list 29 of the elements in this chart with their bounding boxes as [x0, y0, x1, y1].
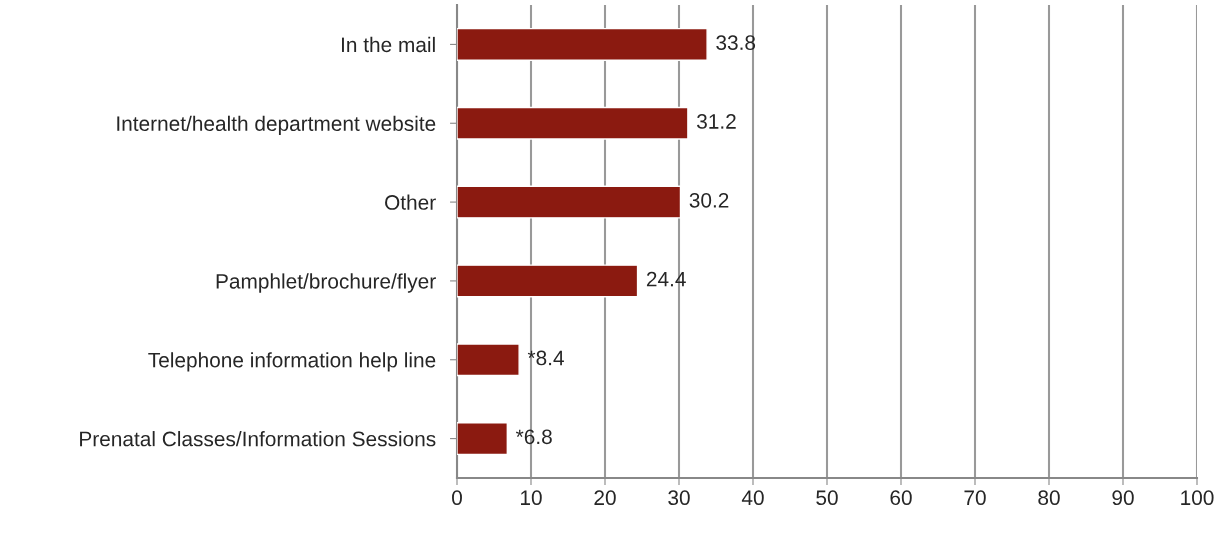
y-tick-label: Pamphlet/brochure/flyer	[216, 273, 436, 293]
x-tick-label: 10	[521, 490, 542, 506]
bar	[457, 106, 689, 140]
x-tick-label: 60	[890, 490, 912, 506]
bar	[457, 343, 520, 377]
data-label: 33.8	[716, 35, 756, 51]
bar	[457, 185, 682, 219]
data-label: *6.8	[515, 429, 552, 445]
x-tick-label: 20	[594, 490, 616, 506]
x-tick-label: 100	[1181, 490, 1214, 506]
data-label: 31.2	[697, 114, 736, 129]
y-tick-label: Telephone information help line	[148, 352, 436, 372]
data-label: *8.4	[527, 350, 564, 366]
x-tick-label: 90	[1112, 490, 1134, 506]
x-tick-label: 40	[741, 490, 764, 506]
data-label: 24.4	[646, 271, 686, 287]
bar	[457, 264, 639, 298]
bar	[457, 422, 509, 456]
x-tick-label: 30	[668, 490, 690, 506]
bar	[457, 27, 708, 61]
y-tick-label: Prenatal Classes/Information Sessions	[80, 431, 436, 447]
x-tick-label: 50	[816, 490, 838, 506]
x-tick-label: 80	[1038, 490, 1060, 506]
x-tick-label: 70	[964, 490, 986, 506]
y-tick-label: In the mail	[341, 36, 435, 53]
data-label: 30.2	[689, 192, 729, 208]
y-tick-label: Other	[385, 194, 436, 210]
y-tick-label: Internet/health department website	[117, 115, 436, 136]
x-tick-label: 0	[452, 490, 462, 506]
